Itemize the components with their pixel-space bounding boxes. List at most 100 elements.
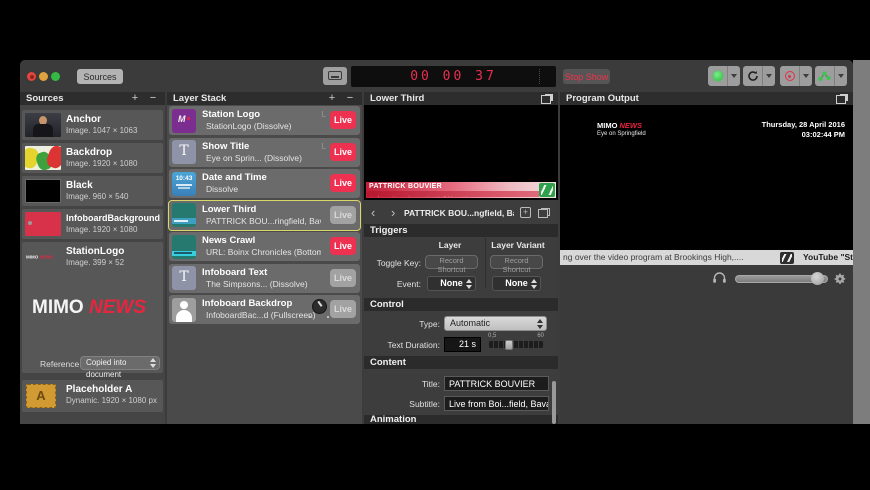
chevron-down-icon[interactable] (728, 66, 740, 86)
live-toggle-button[interactable]: Live (330, 268, 356, 287)
back-chevron-icon[interactable]: ‹ (371, 205, 376, 220)
stepper-icon (537, 318, 544, 329)
source-item-backdrop[interactable]: Backdrop Image. 1920 × 1080 (22, 143, 163, 173)
placeholder-a-icon: A (26, 384, 56, 408)
show-timecode: 00 00 37 (351, 66, 556, 87)
stream-status-control[interactable] (708, 66, 740, 86)
chevron-down-icon[interactable] (835, 66, 847, 86)
layer-row-infoboard-backdrop[interactable]: Infoboard Backdrop InfoboardBac...d (Ful… (169, 295, 360, 324)
volume-knob[interactable] (811, 272, 824, 285)
forward-chevron-icon[interactable]: › (391, 205, 396, 220)
title-field[interactable] (444, 376, 549, 391)
detach-window-icon[interactable] (836, 94, 848, 104)
record-control[interactable] (780, 66, 812, 86)
layer-row-station-logo[interactable]: M Station Logo StationLogo (Dissolve) L … (169, 106, 360, 135)
headphones-icon[interactable] (712, 271, 727, 289)
stepper-icon (150, 358, 157, 368)
text-duration-value[interactable]: 21 s (444, 337, 481, 352)
layer-row-lower-third[interactable]: Lower Third PATTRICK BOU...ringfield, Ba… (168, 199, 361, 231)
text-duration-slider[interactable]: 0,5 60 (488, 333, 544, 350)
reference-label: Reference: (40, 359, 82, 369)
volume-slider[interactable] (735, 275, 828, 283)
title-label: Title: (421, 379, 440, 389)
lower-third-panel: Lower Third PATTRICK BOUVIER Live from B… (364, 92, 558, 424)
layer-variant-column-header: Layer Variant (491, 240, 545, 250)
network-icon (815, 66, 835, 86)
sync-control[interactable] (743, 66, 775, 86)
live-key-badge: L (321, 110, 326, 119)
live-toggle-button[interactable]: Live (330, 300, 356, 318)
reference-row: Reference: Copied into document (22, 355, 163, 379)
stepper-icon (466, 278, 473, 289)
subtitle-label: Subtitle: (409, 399, 440, 409)
layer-row-date-and-time[interactable]: 10:43 Date and Time Dissolve Live (169, 169, 360, 198)
screen-edge-panel (853, 60, 870, 424)
add-source-button[interactable]: + (131, 92, 139, 104)
zoom-window-button[interactable] (51, 72, 60, 81)
add-variant-icon[interactable]: + (520, 207, 531, 218)
record-shortcut-button-variant[interactable]: Record Shortcut (490, 255, 543, 274)
live-toggle-button[interactable]: Live (330, 205, 356, 224)
source-item-placeholder-a[interactable]: A Placeholder A Dynamic. 1920 × 1080 px (22, 380, 163, 412)
layer-inspector: ‹ › PATTRICK BOU...ngfield, Bavaria + Tr… (364, 200, 558, 424)
program-time: 03:02:44 PM (801, 130, 845, 139)
layer-stack-header: Layer Stack + − (167, 92, 362, 105)
opacity-knob[interactable] (312, 299, 327, 314)
slider-thumb[interactable] (505, 339, 513, 350)
sources-toggle-button[interactable]: Sources (77, 69, 123, 84)
control-section-header: Control (364, 298, 558, 311)
infoboard-thumbnail-icon (25, 212, 61, 236)
remove-layer-button[interactable]: − (346, 92, 354, 104)
remove-source-button[interactable]: − (149, 92, 157, 104)
lower-third-icon (172, 203, 196, 227)
layer-column-header: Layer (438, 240, 462, 250)
event-dropdown-layer[interactable]: None (427, 276, 476, 291)
event-dropdown-variant[interactable]: None (492, 276, 541, 291)
stepper-icon (531, 278, 538, 289)
knob-ticks (309, 316, 329, 319)
source-item-anchor[interactable]: Anchor Image. 1047 × 1063 (22, 110, 163, 140)
text-layer-icon: T (172, 140, 196, 164)
record-shortcut-button-layer[interactable]: Record Shortcut (425, 255, 478, 274)
keyboard-shortcuts-button[interactable] (323, 67, 347, 85)
timecode-divider (539, 69, 540, 84)
layer-row-infoboard-text[interactable]: T Infoboard Text The Simpsons... (Dissol… (169, 263, 360, 293)
close-window-button[interactable] (27, 72, 36, 81)
reference-dropdown[interactable]: Copied into document (80, 356, 160, 379)
program-output-header: Program Output (560, 92, 853, 105)
live-toggle-button[interactable]: Live (330, 174, 356, 192)
detach-window-icon[interactable] (541, 94, 553, 104)
program-date: Thursday, 28 April 2016 (761, 120, 845, 129)
text-duration-label: Text Duration: (387, 340, 440, 350)
station-badge-icon (539, 183, 555, 197)
sources-panel-title: Sources (26, 93, 64, 104)
stop-show-button[interactable]: Stop Show (563, 69, 610, 84)
stationlogo-thumbnail-icon: MIMO NEWS (26, 254, 53, 260)
add-layer-button[interactable]: + (328, 92, 336, 104)
chevron-down-icon[interactable] (763, 66, 775, 86)
gear-icon[interactable] (834, 272, 846, 290)
live-toggle-button[interactable]: Live (330, 142, 356, 161)
app-window: Sources 00 00 37 Stop Show (20, 60, 853, 424)
copy-icon[interactable] (538, 208, 550, 218)
layer-row-news-crawl[interactable]: News Crawl URL: Boinx Chronicles (Bottom… (169, 232, 360, 261)
station-logo-icon: M (172, 108, 196, 133)
triggers-section-header: Triggers (364, 224, 558, 237)
program-video: MIMO NEWS Eye on Springfield Thursday, 2… (560, 105, 853, 265)
program-station-logo: MIMO NEWS (597, 121, 643, 130)
type-dropdown[interactable]: Automatic (444, 316, 547, 331)
source-item-stationlogo[interactable]: MIMO NEWS StationLogo Image. 399 × 52 MI… (22, 242, 163, 379)
live-toggle-button[interactable]: Live (330, 111, 356, 129)
inspector-scrollbar[interactable] (552, 381, 556, 424)
source-item-black[interactable]: Black Image. 960 × 540 (22, 176, 163, 206)
layer-row-show-title[interactable]: T Show Title Eye on Sprin... (Dissolve) … (169, 137, 360, 167)
minimize-window-button[interactable] (39, 72, 48, 81)
subtitle-field[interactable] (444, 396, 549, 411)
program-tagline: Eye on Springfield (597, 131, 646, 137)
lower-third-title: Lower Third (370, 93, 425, 104)
source-item-infoboardbackground[interactable]: InfoboardBackground Image. 1920 × 1080 (22, 209, 163, 239)
network-control[interactable] (815, 66, 847, 86)
live-toggle-button[interactable]: Live (330, 237, 356, 255)
toolbar: Sources 00 00 37 Stop Show (20, 60, 853, 92)
chevron-down-icon[interactable] (800, 66, 812, 86)
